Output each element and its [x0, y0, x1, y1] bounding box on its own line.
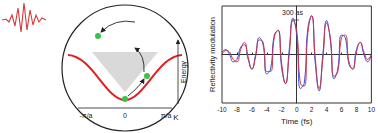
svg-text:-2: -2 — [279, 106, 285, 113]
svg-text:-π/a: -π/a — [80, 112, 93, 119]
svg-text:Time (fs): Time (fs) — [281, 117, 313, 126]
svg-text:-8: -8 — [234, 106, 240, 113]
svg-text:Reflectivity modulation: Reflectivity modulation — [208, 17, 217, 92]
svg-text:-10: -10 — [217, 106, 227, 113]
svg-text:-6: -6 — [249, 106, 255, 113]
svg-text:2: 2 — [310, 106, 314, 113]
svg-text:10: 10 — [368, 106, 376, 113]
svg-text:6: 6 — [340, 106, 344, 113]
svg-text:Energy: Energy — [180, 60, 188, 83]
svg-text:8: 8 — [355, 106, 359, 113]
svg-text:-4: -4 — [264, 106, 270, 113]
svg-text:300 as: 300 as — [282, 9, 304, 16]
svg-text:0: 0 — [123, 112, 127, 119]
svg-text:0: 0 — [295, 106, 299, 113]
svg-text:4: 4 — [325, 106, 329, 113]
svg-text:K: K — [173, 113, 179, 122]
svg-text:π/a: π/a — [161, 112, 172, 119]
